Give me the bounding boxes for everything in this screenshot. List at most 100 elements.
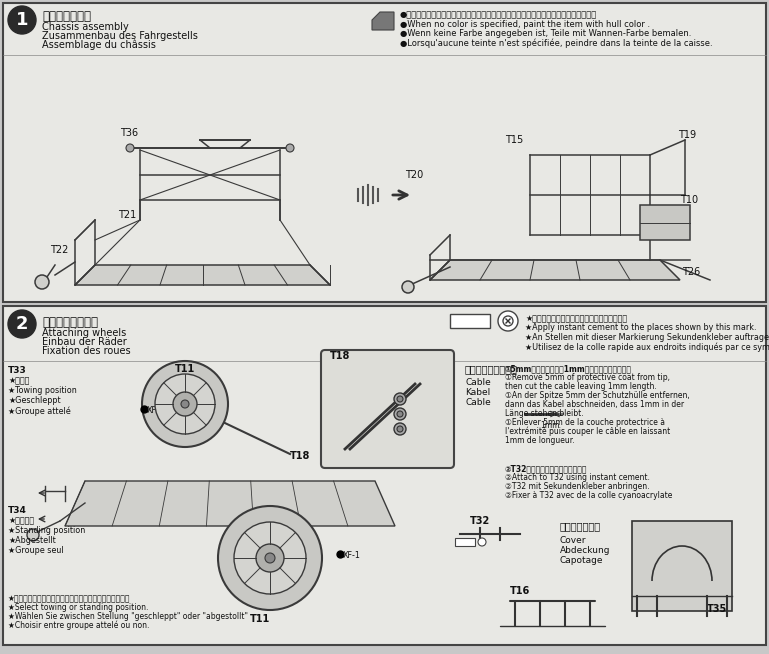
Text: T35: T35 (707, 604, 727, 614)
Circle shape (234, 522, 306, 594)
Text: Einbau der Räder: Einbau der Räder (42, 337, 127, 347)
Circle shape (181, 400, 189, 408)
Text: ②Fixer à T32 avec de la colle cyanoacrylate: ②Fixer à T32 avec de la colle cyanoacryl… (505, 491, 672, 500)
Circle shape (286, 144, 294, 152)
Text: ★Select towing or standing position.: ★Select towing or standing position. (8, 603, 148, 612)
Circle shape (397, 411, 403, 417)
Text: then cut the cable leaving 1mm length.: then cut the cable leaving 1mm length. (505, 382, 657, 391)
Text: ●Wenn keine Farbe angegeben ist, Teile mit Wannen-Farbe bemalen.: ●Wenn keine Farbe angegeben ist, Teile m… (400, 29, 691, 38)
Circle shape (503, 316, 513, 326)
Text: ★An Stellen mit dieser Markierung Sekundenkleber auftragen.: ★An Stellen mit dieser Markierung Sekund… (525, 333, 769, 342)
Text: T18: T18 (330, 351, 351, 361)
Text: Fixation des roues: Fixation des roues (42, 346, 131, 356)
Text: T18: T18 (290, 451, 311, 461)
Text: ●組立説明図の中で塗装指示のないところは車体色です。上図を参考にしてください。: ●組立説明図の中で塗装指示のないところは車体色です。上図を参考にしてください。 (400, 10, 598, 19)
Circle shape (173, 392, 197, 416)
Text: T20: T20 (405, 170, 423, 180)
Circle shape (27, 529, 39, 541)
FancyBboxPatch shape (321, 350, 454, 468)
Text: T26: T26 (682, 267, 701, 277)
Text: 1: 1 (15, 11, 28, 29)
Text: ①5mm被覆線をはがし1mm残して切り離します。: ①5mm被覆線をはがし1mm残して切り離します。 (505, 364, 632, 373)
Text: 車体の組み立て: 車体の組み立て (42, 10, 91, 23)
Text: ★Wählen Sie zwischen Stellung "geschleppt" oder "abgestollt": ★Wählen Sie zwischen Stellung "geschlepp… (8, 612, 248, 621)
Text: Cable: Cable (465, 378, 491, 387)
Text: ①Remove 5mm of protective coat from tip,: ①Remove 5mm of protective coat from tip, (505, 373, 670, 382)
Circle shape (498, 311, 518, 331)
Text: XF-1: XF-1 (343, 551, 361, 560)
Text: T22: T22 (50, 245, 68, 255)
Text: T15: T15 (505, 135, 523, 145)
Text: ②T32に瞬間接着剤で接着します。: ②T32に瞬間接着剤で接着します。 (505, 464, 588, 473)
Text: ★Towing position: ★Towing position (8, 386, 77, 395)
Text: dann das Kabel abschneiden, dass 1mm in der: dann das Kabel abschneiden, dass 1mm in … (505, 400, 684, 409)
Text: Attaching wheels: Attaching wheels (42, 328, 126, 338)
Text: T32: T32 (470, 516, 491, 526)
Text: l'extrémité puis couper le câble en laissant: l'extrémité puis couper le câble en lais… (505, 427, 671, 436)
Text: ★Groupe seul: ★Groupe seul (8, 546, 64, 555)
Polygon shape (430, 260, 680, 280)
Text: ②T32 mit Sekundenkleber anbringen.: ②T32 mit Sekundenkleber anbringen. (505, 482, 650, 491)
Circle shape (402, 281, 414, 293)
Text: ★このマークの所は瞬間接着剤を使用します。: ★このマークの所は瞬間接着剤を使用します。 (525, 314, 628, 323)
Text: ★牽引時: ★牽引時 (8, 376, 29, 385)
Bar (640, 205, 690, 240)
Text: Assemblage du châssis: Assemblage du châssis (42, 40, 156, 50)
Bar (632, 521, 732, 611)
Text: T16: T16 (510, 586, 531, 596)
Text: T34: T34 (8, 506, 27, 515)
Text: Capotage: Capotage (560, 556, 604, 565)
Circle shape (155, 374, 215, 434)
Text: ●Lorsqu'aucune teinte n'est spécifiée, peindre dans la teinte de la caisse.: ●Lorsqu'aucune teinte n'est spécifiée, p… (400, 38, 713, 48)
Text: タイヤの取り付け: タイヤの取り付け (42, 316, 98, 329)
Bar (3, 306, 766, 645)
Circle shape (394, 393, 406, 405)
Text: ①An der Spitze 5mm der Schutzhülle entfernen,: ①An der Spitze 5mm der Schutzhülle entfe… (505, 391, 690, 400)
Text: 《コードの作り方》: 《コードの作り方》 (465, 364, 518, 374)
Text: Cable: Cable (465, 398, 491, 407)
Text: XF-1: XF-1 (147, 406, 165, 415)
Text: T36: T36 (120, 128, 138, 138)
Text: ★Choisir entre groupe attelé ou non.: ★Choisir entre groupe attelé ou non. (8, 621, 149, 630)
Text: Länge stehen bleibt.: Länge stehen bleibt. (505, 409, 584, 418)
Text: T11: T11 (250, 614, 270, 624)
Text: ②Attach to T32 using instant cement.: ②Attach to T32 using instant cement. (505, 473, 650, 482)
Circle shape (397, 426, 403, 432)
Circle shape (265, 553, 275, 563)
Text: ★Abgestellt: ★Abgestellt (8, 536, 55, 545)
Text: T33: T33 (8, 366, 27, 375)
Circle shape (8, 310, 36, 338)
Text: ●When no color is specified, paint the item with hull color .: ●When no color is specified, paint the i… (400, 20, 650, 29)
Text: Abdeckung: Abdeckung (560, 546, 611, 555)
Bar (450, 314, 490, 328)
Text: Kabel: Kabel (465, 388, 491, 397)
Circle shape (35, 275, 49, 289)
Bar (455, 538, 475, 546)
Bar (3, 3, 766, 302)
Text: ★Groupe attelé: ★Groupe attelé (8, 406, 71, 415)
Polygon shape (65, 481, 395, 526)
Polygon shape (372, 12, 394, 30)
Text: 1mm de longueur.: 1mm de longueur. (505, 436, 574, 445)
Circle shape (478, 538, 486, 546)
Circle shape (394, 423, 406, 435)
Circle shape (397, 396, 403, 402)
Text: ★Geschleppt: ★Geschleppt (8, 396, 61, 405)
Text: 2: 2 (15, 315, 28, 333)
Text: Cover: Cover (560, 536, 587, 545)
Text: ★Standing position: ★Standing position (8, 526, 85, 535)
Text: 1mm: 1mm (541, 421, 560, 430)
Text: ★脚は牽引、非牽引状態をどちらか選んで組み立てます。: ★脚は牽引、非牽引状態をどちらか選んで組み立てます。 (8, 594, 131, 603)
Text: T19: T19 (678, 130, 696, 140)
Circle shape (8, 6, 36, 34)
Text: T11: T11 (175, 364, 195, 374)
Text: ★Utilisez de la colle rapide aux endroits indiqués par ce symbole.: ★Utilisez de la colle rapide aux endroit… (525, 343, 769, 352)
Text: Chassis assembly: Chassis assembly (42, 22, 128, 32)
Text: 《上部カバー》: 《上部カバー》 (560, 521, 601, 531)
Circle shape (142, 361, 228, 447)
Text: ★非牽引時: ★非牽引時 (8, 516, 34, 525)
Text: T10: T10 (680, 195, 698, 205)
Text: ★Apply instant cement to the places shown by this mark.: ★Apply instant cement to the places show… (525, 324, 757, 332)
Text: ①Enlever 5mm de la couche protectrice à: ①Enlever 5mm de la couche protectrice à (505, 418, 665, 427)
Circle shape (218, 506, 322, 610)
